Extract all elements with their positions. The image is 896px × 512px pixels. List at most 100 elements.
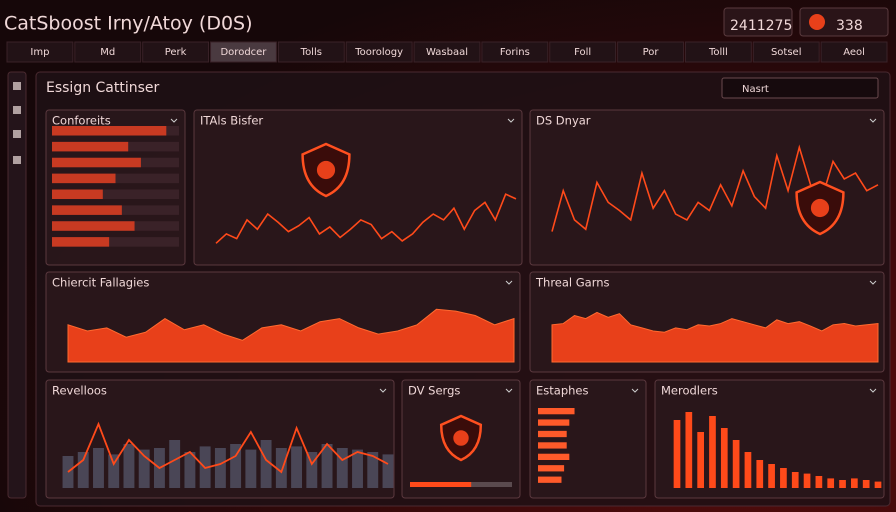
counter: 2411275 [730,18,792,34]
hbar [538,465,565,472]
tab-label: Foll [574,47,591,58]
tab[interactable] [549,41,617,63]
hbar [538,408,575,415]
bar [862,480,870,488]
bar [756,460,764,488]
list-bar [52,173,116,184]
tab[interactable] [74,41,142,63]
tab[interactable] [617,41,684,63]
tab[interactable] [752,41,820,63]
area-series [551,311,879,363]
bar [732,440,740,488]
tab[interactable] [820,41,888,63]
sidebar [7,71,27,499]
bar [744,452,752,488]
panel-chevron[interactable] [507,118,515,123]
counter-box [723,7,793,37]
sidebar-icon[interactable] [13,82,21,90]
panel-chevron[interactable] [170,118,178,123]
area-series [67,308,515,363]
search-box[interactable] [721,77,879,99]
panel-title: Estaphes [536,384,588,398]
panel-title: Conforeits [52,114,111,128]
panel-title: Merodlers [661,384,718,398]
bar [815,476,823,488]
hbar [538,442,567,449]
bar [709,416,716,488]
tab-label: Tolll [708,47,728,58]
bar [352,449,363,488]
bar [827,478,835,488]
bar [791,472,799,488]
panel-chevron[interactable] [505,280,513,285]
line-series [67,421,389,474]
tab[interactable] [142,41,210,63]
counter: 338 [836,18,863,34]
tab[interactable] [277,41,345,63]
workspace-title: Essign Cattinser [46,80,160,96]
panel-chevron[interactable] [869,388,877,393]
sidebar-icon[interactable] [13,156,21,164]
list-bar [52,157,141,168]
tab-label: Toorology [354,47,403,58]
list-bar [52,221,135,231]
bar [214,448,226,488]
bar [780,468,787,488]
bar [697,432,704,488]
hbar [538,419,570,426]
bar [673,420,681,488]
panel [529,109,885,266]
tab[interactable] [413,41,481,63]
panel [193,109,523,266]
tab[interactable] [345,41,413,63]
bar [260,440,272,488]
panel-title: DS Dnyar [536,114,591,128]
tab[interactable] [6,41,74,63]
bar [184,452,196,488]
hbar [538,453,570,460]
line-series [215,193,517,244]
tab[interactable] [684,41,752,63]
panel-chevron[interactable] [869,280,877,285]
tab-label: Aeol [843,47,865,58]
bar [685,412,693,488]
panel-chevron[interactable] [631,388,639,393]
hbar [538,430,567,438]
bar [77,452,89,488]
tab-label: Forins [500,47,530,58]
bar [169,440,181,488]
bar [123,444,135,488]
panel-title: DV Sergs [408,384,460,398]
panel-title: Revelloos [52,384,107,398]
panel-chevron[interactable] [379,388,387,393]
app-title: CatSboost Irny/Atoy (D0S) [4,13,253,35]
list-bar [52,237,110,247]
bar [768,464,775,488]
counter-box [799,7,889,37]
tab[interactable] [210,41,277,63]
bar [230,444,242,488]
bar [138,449,150,488]
tab[interactable] [481,41,549,63]
shield-coin [316,160,336,180]
sidebar-icon[interactable] [13,106,21,114]
bar [321,444,333,488]
panel-title: Threal Garns [535,276,610,290]
panel-chevron[interactable] [505,388,513,393]
progress-fill [410,482,472,487]
bar [336,448,348,488]
bar [874,481,882,488]
bar [291,446,303,488]
sidebar-icon[interactable] [13,130,21,138]
bar [275,448,287,488]
bar [382,454,394,488]
bar [851,478,858,488]
panel-chevron[interactable] [869,118,877,123]
bar [839,480,846,488]
list-bar [52,141,129,152]
bar [245,449,257,488]
shield-coin [453,430,469,446]
search-placeholder: Nasrt [742,84,769,95]
